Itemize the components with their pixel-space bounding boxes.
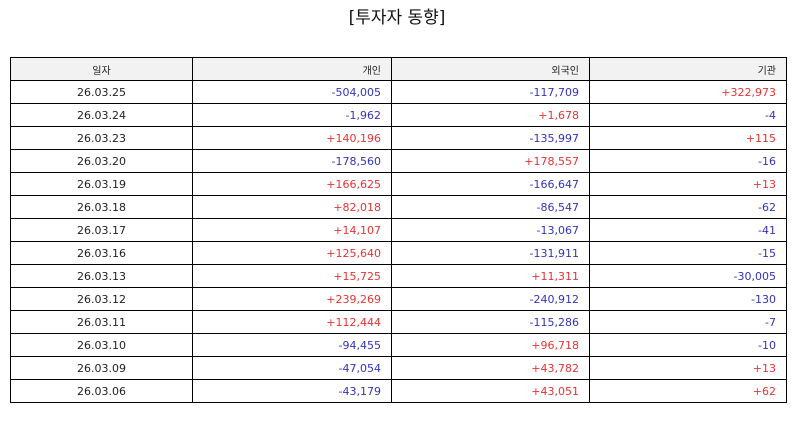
table-row: 26.03.23 +140,196 -135,997 +115 (10, 126, 787, 150)
cell-foreign: -86,547 (391, 195, 590, 219)
cell-foreign: +1,678 (391, 103, 590, 127)
table-row: 26.03.11 +112,444 -115,286 -7 (10, 310, 787, 334)
cell-date: 26.03.23 (10, 126, 193, 150)
column-header-foreign: 외국인 (391, 57, 590, 81)
cell-date: 26.03.11 (10, 310, 193, 334)
cell-foreign: -117,709 (391, 80, 590, 104)
cell-date: 26.03.16 (10, 241, 193, 265)
cell-foreign: +178,557 (391, 149, 590, 173)
cell-individual: +112,444 (192, 310, 392, 334)
cell-foreign: +96,718 (391, 333, 590, 357)
table-row: 26.03.25 -504,005 -117,709 +322,973 (10, 80, 787, 104)
cell-institution: -4 (589, 103, 787, 127)
table-row: 26.03.24 -1,962 +1,678 -4 (10, 103, 787, 127)
cell-individual: -178,560 (192, 149, 392, 173)
cell-individual: -1,962 (192, 103, 392, 127)
cell-institution: -62 (589, 195, 787, 219)
table-row: 26.03.19 +166,625 -166,647 +13 (10, 172, 787, 196)
table-row: 26.03.18 +82,018 -86,547 -62 (10, 195, 787, 219)
cell-date: 26.03.24 (10, 103, 193, 127)
cell-foreign: -166,647 (391, 172, 590, 196)
cell-individual: -43,179 (192, 379, 392, 403)
cell-institution: -16 (589, 149, 787, 173)
cell-institution: -7 (589, 310, 787, 334)
cell-foreign: -135,997 (391, 126, 590, 150)
cell-foreign: +11,311 (391, 264, 590, 288)
cell-institution: -10 (589, 333, 787, 357)
column-header-individual: 개인 (192, 57, 392, 81)
table-body: 26.03.25 -504,005 -117,709 +322,973 26.03.24… (10, 80, 787, 403)
cell-individual: +125,640 (192, 241, 392, 265)
cell-individual: +15,725 (192, 264, 392, 288)
cell-foreign: -131,911 (391, 241, 590, 265)
table-row: 26.03.13 +15,725 +11,311 -30,005 (10, 264, 787, 288)
cell-institution: -30,005 (589, 264, 787, 288)
cell-foreign: +43,051 (391, 379, 590, 403)
cell-date: 26.03.17 (10, 218, 193, 242)
cell-institution: -15 (589, 241, 787, 265)
table-row: 26.03.09 -47,054 +43,782 +13 (10, 356, 787, 380)
table-row: 26.03.16 +125,640 -131,911 -15 (10, 241, 787, 265)
cell-institution: +322,973 (589, 80, 787, 104)
cell-date: 26.03.19 (10, 172, 193, 196)
cell-individual: -94,455 (192, 333, 392, 357)
cell-date: 26.03.20 (10, 149, 193, 173)
page-title: [투자자 동향] (348, 8, 446, 28)
table-row: 26.03.20 -178,560 +178,557 -16 (10, 149, 787, 173)
column-header-date: 일자 (10, 57, 193, 81)
cell-date: 26.03.25 (10, 80, 193, 104)
cell-foreign: -115,286 (391, 310, 590, 334)
table-row: 26.03.06 -43,179 +43,051 +62 (10, 379, 787, 403)
investor-trend-table: 일자 개인 외국인 기관 26.03.25 -504,005 -117,709 +32… (10, 57, 787, 403)
cell-date: 26.03.13 (10, 264, 193, 288)
table-row: 26.03.10 -94,455 +96,718 -10 (10, 333, 787, 357)
table-header-row: 일자 개인 외국인 기관 (10, 57, 787, 81)
cell-date: 26.03.10 (10, 333, 193, 357)
cell-date: 26.03.06 (10, 379, 193, 403)
cell-individual: -504,005 (192, 80, 392, 104)
cell-foreign: -13,067 (391, 218, 590, 242)
table-row: 26.03.12 +239,269 -240,912 -130 (10, 287, 787, 311)
cell-institution: +115 (589, 126, 787, 150)
cell-individual: +14,107 (192, 218, 392, 242)
cell-date: 26.03.09 (10, 356, 193, 380)
cell-individual: -47,054 (192, 356, 392, 380)
cell-date: 26.03.18 (10, 195, 193, 219)
cell-foreign: +43,782 (391, 356, 590, 380)
cell-individual: +239,269 (192, 287, 392, 311)
cell-institution: -130 (589, 287, 787, 311)
cell-institution: +62 (589, 379, 787, 403)
cell-date: 26.03.12 (10, 287, 193, 311)
column-header-institution: 기관 (589, 57, 787, 81)
cell-foreign: -240,912 (391, 287, 590, 311)
cell-institution: -41 (589, 218, 787, 242)
table-row: 26.03.17 +14,107 -13,067 -41 (10, 218, 787, 242)
cell-individual: +166,625 (192, 172, 392, 196)
cell-institution: +13 (589, 356, 787, 380)
cell-individual: +140,196 (192, 126, 392, 150)
cell-individual: +82,018 (192, 195, 392, 219)
cell-institution: +13 (589, 172, 787, 196)
